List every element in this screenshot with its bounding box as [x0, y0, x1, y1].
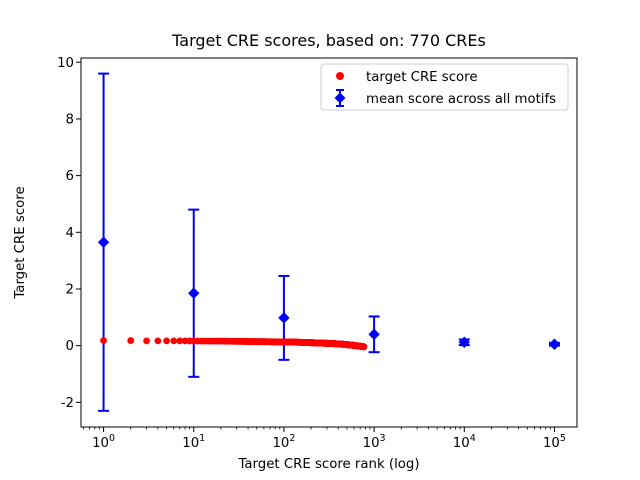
legend-label-target: target CRE score [366, 70, 478, 85]
x-tick-label: 103 [363, 433, 386, 451]
legend-box [320, 63, 569, 111]
axes-spines [80, 57, 578, 428]
y-tick-label: 0 [66, 339, 74, 354]
x-tick-label: 105 [543, 433, 566, 451]
legend-label-mean: mean score across all motifs [366, 92, 556, 107]
mean-score-marker [188, 287, 200, 299]
legend-diamond-marker [334, 92, 346, 104]
x-tick-label: 101 [182, 433, 205, 451]
x-tick-label: 100 [92, 433, 115, 451]
mean-score-marker [458, 336, 470, 348]
y-tick-label: 8 [66, 112, 74, 127]
x-axis-label: Target CRE score rank (log) [237, 457, 419, 472]
y-tick-label: 4 [66, 226, 74, 241]
mean-score-marker [97, 236, 110, 248]
mean-score-marker [278, 312, 290, 324]
target-score-series [100, 337, 368, 351]
y-tick-label: 6 [66, 169, 74, 184]
legend-circle-marker [336, 72, 344, 80]
x-tick-label: 102 [272, 433, 295, 451]
y-tick-label: 2 [66, 282, 74, 297]
y-tick-label: -2 [61, 396, 74, 411]
chart-title: Target CRE scores, based on: 770 CREs [171, 31, 486, 50]
y-axis-label: Target CRE score [13, 186, 28, 299]
mean-score-marker [368, 328, 380, 341]
x-tick-label: 104 [453, 433, 476, 451]
mean-score-marker [548, 338, 561, 350]
y-tick-label: 10 [57, 56, 74, 71]
